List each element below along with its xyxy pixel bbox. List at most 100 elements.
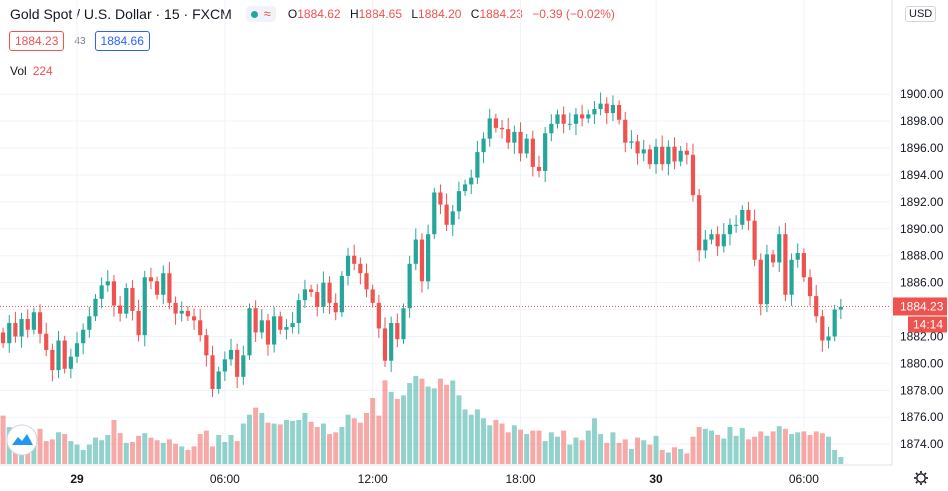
volume-bar-63: [388, 391, 394, 464]
candle-71: [438, 192, 443, 205]
time-tick-0: 29: [70, 472, 84, 486]
candle-77: [475, 152, 480, 178]
volume-bar-129: [795, 432, 801, 464]
countdown-box: [908, 316, 947, 333]
candle-33: [204, 335, 209, 356]
time-axis[interactable]: [0, 465, 948, 491]
candle-134: [826, 336, 831, 341]
currency-button[interactable]: USD: [905, 6, 937, 22]
chart-grid: [0, 0, 890, 465]
candle-58: [358, 263, 363, 274]
volume-bar-133: [819, 433, 825, 464]
candle-102: [629, 141, 634, 143]
volume-bar-130: [801, 431, 807, 464]
candle-76: [469, 177, 474, 185]
candle-133: [820, 316, 825, 341]
time-tick-1: 06:00: [210, 472, 240, 486]
volume-legend[interactable]: Vol 224: [10, 64, 53, 78]
candle-32: [198, 320, 203, 336]
volume-bar-107: [659, 449, 665, 464]
volume-bar-31: [191, 446, 197, 464]
chart-logo-icon[interactable]: [6, 424, 38, 456]
volume-bar-23: [142, 433, 148, 464]
candle-4: [25, 318, 30, 330]
volume-bar-57: [351, 418, 357, 464]
sell-price-button[interactable]: 1884.23: [9, 31, 65, 51]
candle-35: [216, 371, 221, 389]
volume-bar-75: [462, 409, 468, 464]
countdown-label: 14:14: [913, 317, 943, 331]
volume-bar-60: [370, 398, 376, 464]
candle-88: [543, 133, 548, 171]
candle-63: [389, 323, 394, 361]
volume-bar-28: [173, 443, 179, 464]
volume-bar-35: [216, 434, 222, 464]
volume-bar-117: [721, 438, 727, 464]
candle-91: [561, 114, 566, 124]
candle-97: [598, 103, 603, 110]
candle-49: [302, 289, 308, 301]
candle-80: [493, 118, 498, 128]
volume-bar-118: [727, 427, 733, 464]
candle-100: [616, 104, 622, 120]
candle-136: [838, 306, 843, 310]
status-indicators[interactable]: ≈: [245, 6, 276, 22]
volume-bar-84: [518, 429, 524, 464]
volume-bar-69: [425, 386, 431, 464]
volume-bar-131: [807, 434, 813, 464]
candle-122: [752, 220, 757, 260]
candle-64: [395, 323, 400, 340]
volume-bar-106: [653, 435, 659, 464]
candlesticks: [0, 92, 843, 397]
candle-18: [111, 281, 117, 306]
price-tick-2: 1878.00: [900, 383, 944, 397]
candle-117: [721, 234, 726, 247]
volume-bar-67: [413, 376, 419, 464]
candle-128: [789, 259, 794, 295]
candle-84: [518, 131, 523, 154]
volume-bar-18: [111, 420, 117, 464]
candle-22: [136, 310, 141, 336]
candle-70: [432, 192, 437, 235]
volume-value: 224: [32, 64, 53, 78]
price-axis[interactable]: [892, 0, 948, 465]
volume-bar-61: [376, 415, 382, 464]
buy-price-button[interactable]: 1884.66: [94, 31, 150, 51]
settings-gear-icon[interactable]: [914, 471, 928, 485]
symbol-title[interactable]: Gold Spot / U.S. Dollar · 15 · FXCM: [10, 6, 232, 22]
candle-67: [413, 239, 418, 264]
candle-50: [308, 289, 314, 293]
volume-bar-112: [690, 436, 696, 464]
candle-101: [623, 119, 628, 143]
candle-47: [290, 323, 295, 328]
candle-11: [68, 356, 73, 369]
volume-bar-135: [832, 449, 838, 464]
volume-bar-55: [339, 427, 345, 464]
time-tick-2: 12:00: [358, 472, 388, 486]
volume-bar-64: [394, 398, 400, 464]
volume-bar-82: [505, 432, 511, 464]
volume-bar-37: [228, 434, 234, 464]
volume-bar-136: [838, 456, 844, 464]
candle-69: [426, 234, 431, 282]
volume-bar-62: [382, 380, 388, 464]
volume-bar-99: [610, 432, 616, 464]
candle-79: [487, 118, 492, 139]
candle-130: [801, 253, 806, 278]
volume-bar-119: [733, 435, 739, 464]
candle-94: [580, 114, 585, 119]
volume-bar-111: [684, 453, 690, 464]
volume-bar-97: [598, 434, 604, 464]
candle-124: [764, 254, 770, 305]
price-axis-labels: 1874.00 1876.00 1878.00 1880.00 1882.00 1884.…: [900, 87, 944, 451]
candle-113: [697, 195, 702, 251]
candle-89: [549, 123, 554, 134]
volume-bar-103: [635, 437, 641, 464]
candle-3: [19, 318, 24, 337]
ohlc-open-value: 1884.62: [297, 7, 341, 21]
price-tick-9: 1892.00: [900, 195, 944, 209]
ohlc-open-key: O: [287, 7, 298, 21]
volume-bar-26: [160, 442, 166, 464]
candle-44: [272, 316, 277, 345]
